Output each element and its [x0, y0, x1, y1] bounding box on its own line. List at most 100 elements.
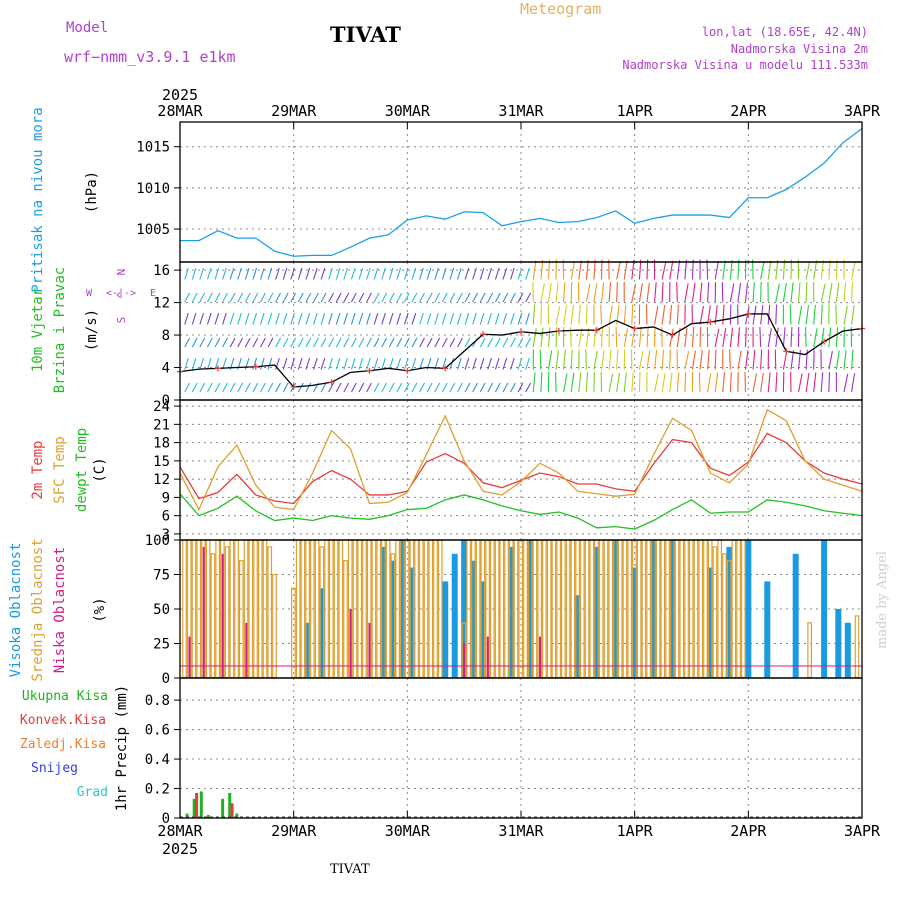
- wind-barb: [335, 357, 341, 370]
- wind-barb: [419, 292, 425, 303]
- y-tick-label: 75: [153, 568, 170, 584]
- cloud-unit: (%): [92, 597, 108, 622]
- wind-barb: [669, 304, 673, 325]
- wind-barb: [835, 327, 839, 348]
- wind-barb: [388, 337, 395, 348]
- temp-label-2m: 2m Temp: [30, 440, 46, 499]
- wind-barb: [464, 337, 471, 348]
- precip-bar: [221, 798, 225, 818]
- cloud-bar: [518, 539, 524, 679]
- wind-barb: [828, 259, 831, 280]
- wind-barb: [790, 327, 793, 348]
- cloud-bar: [349, 609, 352, 678]
- wind-barb: [775, 304, 778, 325]
- y-tick-label: 0.4: [145, 752, 170, 768]
- precip-legend-3: Snijeg: [31, 761, 78, 776]
- wind-barb: [464, 312, 470, 325]
- wind-barb: [472, 357, 477, 370]
- wind-barb: [775, 327, 779, 348]
- wind-barb: [320, 267, 326, 280]
- wind-barb: [305, 337, 312, 348]
- wind-barb: [358, 357, 364, 370]
- wind-barb: [676, 304, 679, 325]
- cloud-bar: [461, 540, 468, 678]
- wind-barb: [244, 337, 251, 348]
- cloud-bar: [248, 539, 254, 679]
- wind-barb: [525, 357, 530, 370]
- coords-label: lon,lat (18.65E, 42.4N): [701, 25, 868, 39]
- wind-barb: [441, 337, 448, 348]
- wind-barb: [502, 312, 508, 325]
- wind-barb: [684, 283, 689, 303]
- wind-barb: [691, 282, 696, 303]
- wind-barb: [373, 357, 379, 370]
- cloud-bar: [669, 540, 676, 678]
- panel-frame-precip: [179, 677, 863, 819]
- wind-barb: [782, 327, 786, 348]
- cloud-bar: [792, 553, 799, 678]
- wind-barb: [441, 267, 447, 280]
- wind-barb: [184, 337, 191, 348]
- cloud-bar: [740, 539, 746, 679]
- wind-barb: [373, 292, 380, 303]
- cloud-bar: [499, 539, 505, 679]
- y-tick-label: 0.8: [145, 693, 170, 709]
- wind-barb: [843, 305, 848, 325]
- wind-barb: [222, 267, 227, 280]
- wind-barb: [206, 312, 212, 325]
- wind-barb: [813, 304, 816, 325]
- wind-barb: [843, 373, 849, 393]
- wind-barb: [707, 282, 710, 303]
- wind-barb: [222, 312, 227, 325]
- precip-bar: [235, 813, 239, 818]
- station-title: TIVAT: [330, 22, 401, 47]
- wind-barb: [510, 337, 516, 348]
- wind-barb: [775, 259, 779, 280]
- cloud-bar: [717, 539, 723, 679]
- wind-barb: [206, 292, 213, 303]
- wind-barb: [350, 337, 357, 348]
- wind-barb: [305, 312, 311, 325]
- wind-barb: [479, 292, 486, 303]
- cloud-bar: [205, 539, 211, 679]
- wind-barb: [237, 292, 244, 303]
- wind-barb: [320, 382, 327, 393]
- wind-barb: [494, 267, 500, 280]
- y-tick-label: 15: [153, 454, 170, 470]
- pressure-unit: (hPa): [84, 171, 100, 213]
- wind-barb: [563, 282, 566, 303]
- wind-barb: [760, 305, 764, 325]
- temp-label-dewpt: dewpt Temp: [74, 428, 90, 512]
- compass-n: N: [115, 269, 128, 276]
- wind-gust-marker: [669, 332, 676, 339]
- wind-barb: [525, 312, 530, 325]
- wind-barb: [350, 292, 357, 303]
- cloud-bar: [617, 539, 623, 679]
- wind-barb: [789, 304, 792, 325]
- wind-barb: [820, 283, 826, 303]
- y-tick-label: 25: [153, 637, 170, 653]
- wind-barb: [396, 337, 403, 348]
- wind-barb: [616, 349, 619, 370]
- wind-barb: [797, 282, 801, 303]
- y-tick-label: 0.6: [145, 723, 170, 739]
- wind-barb: [851, 282, 854, 303]
- cloud-bar: [442, 581, 449, 678]
- wind-barb: [441, 312, 447, 325]
- cloud-bar: [523, 539, 528, 679]
- x-tick-label-bottom: 2APR: [730, 822, 767, 840]
- year-label-bottom: 2025: [162, 840, 198, 858]
- wind-barb: [797, 305, 803, 325]
- cloud-bar: [538, 636, 541, 678]
- wind-barb: [373, 267, 379, 280]
- wind-barb: [259, 357, 265, 370]
- cloud-bar: [660, 539, 666, 679]
- wind-barb: [828, 372, 831, 393]
- wind-barb: [707, 373, 712, 393]
- cloud-bar: [414, 539, 419, 679]
- wind-barb: [638, 259, 642, 280]
- wind-gust-marker: [707, 319, 714, 326]
- wind-barb: [661, 305, 666, 325]
- wind-barb: [297, 337, 304, 348]
